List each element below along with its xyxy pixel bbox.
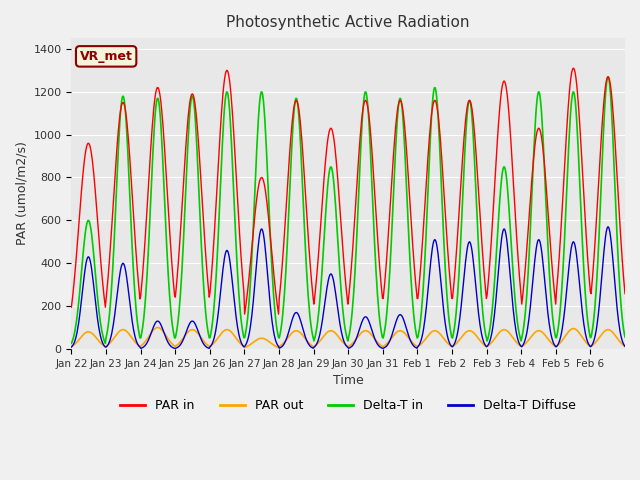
Y-axis label: PAR (umol/m2/s): PAR (umol/m2/s): [15, 142, 28, 245]
Legend: PAR in, PAR out, Delta-T in, Delta-T Diffuse: PAR in, PAR out, Delta-T in, Delta-T Dif…: [115, 394, 581, 417]
X-axis label: Time: Time: [333, 374, 364, 387]
Text: VR_met: VR_met: [80, 50, 132, 63]
Title: Photosynthetic Active Radiation: Photosynthetic Active Radiation: [227, 15, 470, 30]
